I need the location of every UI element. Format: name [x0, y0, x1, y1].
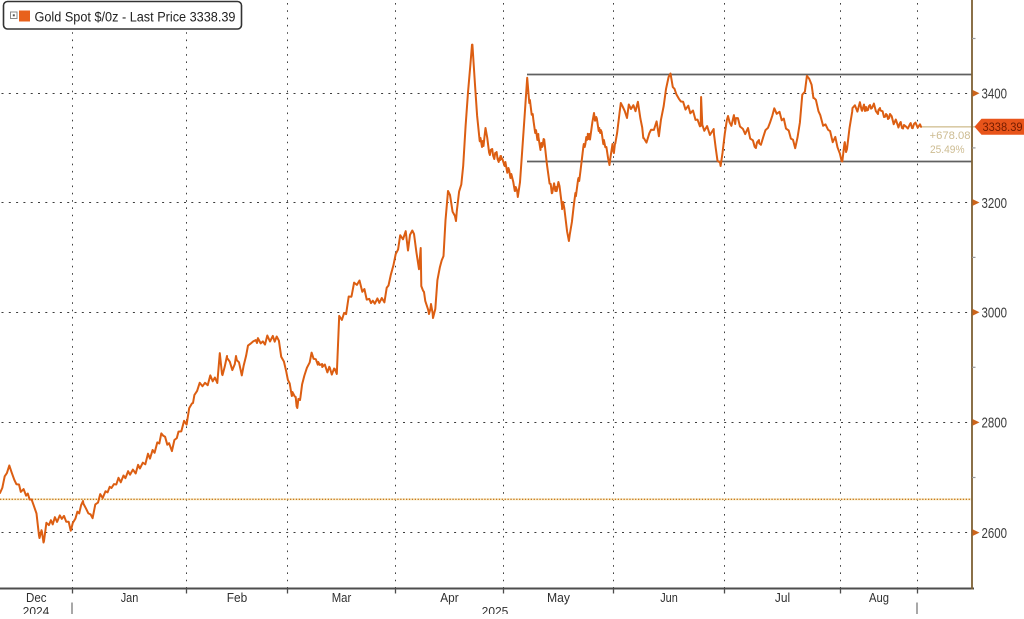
svg-text:Jun: Jun [660, 590, 678, 605]
svg-text:3400: 3400 [982, 86, 1008, 103]
svg-text:2025: 2025 [482, 605, 509, 615]
svg-text:3200: 3200 [982, 195, 1008, 212]
svg-text:Jul: Jul [775, 590, 790, 605]
svg-text:Feb: Feb [227, 590, 248, 605]
svg-text:2024: 2024 [23, 605, 50, 615]
svg-text:Dec: Dec [26, 590, 47, 605]
svg-text:3000: 3000 [982, 305, 1008, 322]
svg-text:Aug: Aug [869, 590, 889, 605]
svg-text:2800: 2800 [982, 415, 1008, 432]
svg-text:Mar: Mar [332, 590, 352, 605]
svg-text:Apr: Apr [440, 590, 459, 605]
svg-text:2600: 2600 [982, 525, 1008, 542]
svg-text:May: May [547, 590, 570, 605]
svg-text:Gold Spot $/0z - Last Price 33: Gold Spot $/0z - Last Price 3338.39 [35, 9, 236, 24]
svg-text:+678.08: +678.08 [930, 130, 971, 142]
svg-text:3338.39: 3338.39 [983, 121, 1023, 134]
svg-text:Jan: Jan [121, 590, 139, 605]
svg-text:25.49%: 25.49% [930, 144, 965, 156]
